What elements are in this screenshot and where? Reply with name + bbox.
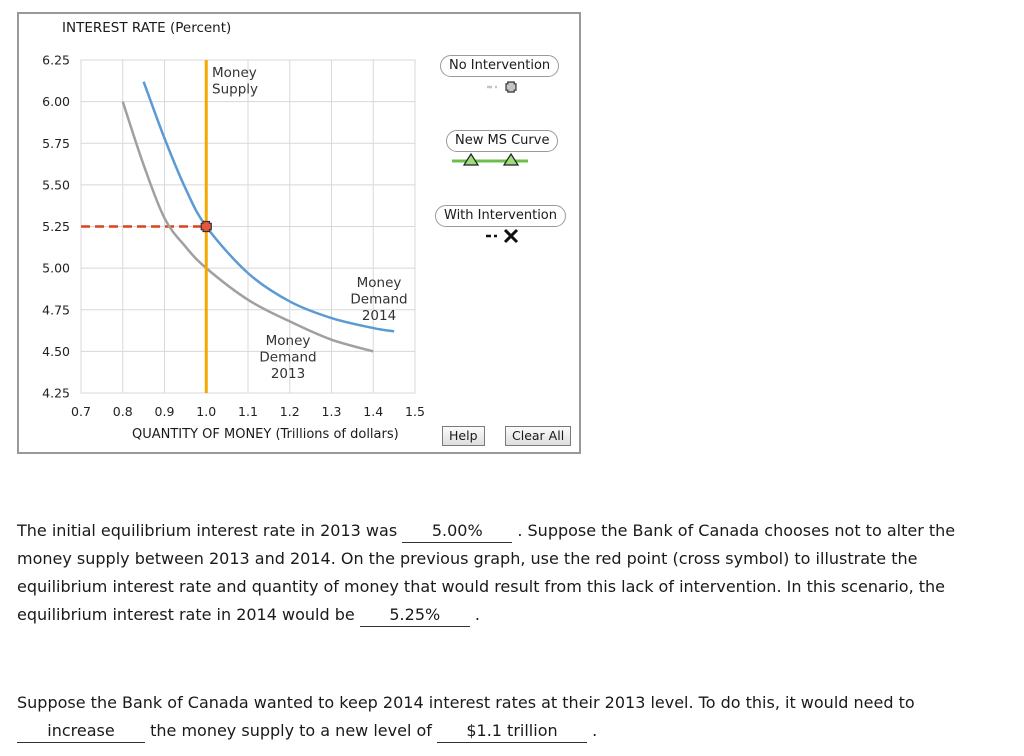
legend-new-ms-curve[interactable]: New MS Curve (446, 130, 559, 152)
help-button[interactable]: Help (442, 426, 485, 446)
no-intervention-legend-icon (505, 81, 517, 93)
new-ms-triangle-icon (462, 152, 480, 166)
y-tick-label: 5.25 (42, 219, 70, 234)
x-tick-label: 0.7 (71, 404, 91, 419)
initial-rate-answer[interactable]: 5.00% (402, 520, 513, 543)
y-axis-title: INTEREST RATE (Percent) (62, 20, 232, 36)
legend-with-intervention[interactable]: With Intervention (435, 205, 566, 227)
legend-icons (452, 81, 528, 244)
graph-panel (17, 12, 581, 454)
y-tick-label: 6.25 (42, 53, 70, 68)
x-tick-label: 1.1 (238, 404, 258, 419)
y-tick-label: 4.75 (42, 302, 70, 317)
y-tick-label: 5.00 (42, 261, 70, 276)
question-2-text-b: the money supply to a new level of (150, 721, 432, 740)
question-1-text-b: . Suppose the Bank of Canada chooses not… (17, 521, 956, 624)
x-tick-label: 1.0 (196, 404, 216, 419)
y-tick-label: 5.75 (42, 136, 70, 151)
x-tick-label: 1.3 (322, 404, 342, 419)
money-supply-label: Money Supply (212, 65, 258, 98)
question-1-text-c: . (474, 605, 480, 624)
question-2-text-a: Suppose the Bank of Canada wanted to kee… (17, 693, 915, 712)
y-tick-label: 4.25 (42, 386, 70, 401)
money-demand-2014-curve (142, 81, 395, 333)
new-ms-triangle-icon (502, 152, 520, 166)
question-2-text-c: . (592, 721, 598, 740)
rate-2014-answer[interactable]: 5.25% (359, 604, 470, 627)
y-tick-label: 4.50 (42, 344, 70, 359)
money-demand-2014-label: Money Demand 2014 (350, 275, 407, 324)
x-tick-label: 1.5 (405, 404, 425, 419)
question-1-text-a: The initial equilibrium interest rate in… (17, 521, 398, 540)
x-tick-label: 1.4 (363, 404, 383, 419)
question-2: Suppose the Bank of Canada wanted to kee… (17, 689, 1009, 745)
chart-ticks: 0.7 0.8 0.9 1.0 1.1 1.2 1.3 1.4 1.5 6.25 6.00 5.75 5… (42, 53, 425, 420)
x-tick-label: 1.2 (280, 404, 300, 419)
chart-curve-labels: Money Supply Money Demand 2014 Money Demand 201… (212, 65, 408, 382)
x-tick-label: 0.9 (155, 404, 175, 419)
y-tick-label: 6.00 (42, 94, 70, 109)
question-1: The initial equilibrium interest rate in… (17, 517, 1009, 629)
new-money-supply-answer[interactable]: $1.1 trillion (436, 720, 587, 743)
legend-no-intervention[interactable]: No Intervention (440, 55, 560, 77)
x-tick-label: 0.8 (113, 404, 133, 419)
money-demand-2013-label: Money Demand 2013 (259, 333, 316, 382)
y-tick-label: 5.50 (42, 177, 70, 192)
change-direction-answer[interactable]: increase (17, 720, 145, 743)
chart-series (81, 60, 395, 393)
x-axis-title: QUANTITY OF MONEY (Trillions of dollars) (132, 427, 399, 442)
with-intervention-x-icon (503, 228, 519, 244)
no-intervention-point-icon (200, 220, 212, 233)
chart[interactable]: 0.7 0.8 0.9 1.0 1.1 1.2 1.3 1.4 1.5 6.25 6.00 5.75 5… (0, 0, 1024, 470)
clear-all-button[interactable]: Clear All (505, 426, 572, 446)
